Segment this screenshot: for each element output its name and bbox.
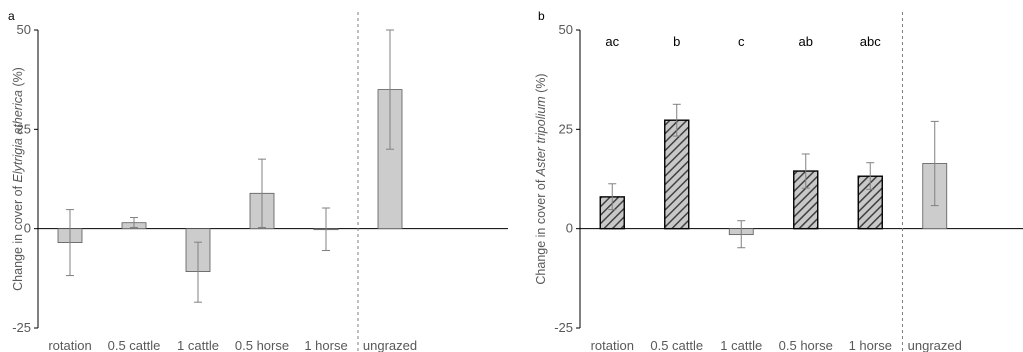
category-label: 0.5 cattle [108, 338, 161, 352]
y-tick-label: -25 [554, 320, 573, 335]
category-label: 1 horse [849, 338, 892, 352]
panel-label: b [538, 9, 545, 23]
significance-letter: abc [860, 34, 881, 49]
panel-b: b -25 0 25 50 rotation ac 0.5 cattle b 1 cattle c 0… [534, 9, 1023, 352]
significance-letter: c [738, 34, 745, 49]
y-axis-label-suffix: (%) [534, 73, 548, 96]
bar [664, 119, 690, 230]
y-tick-label: 50 [17, 22, 31, 37]
y-tick-label: -25 [12, 320, 31, 335]
category-label: ungrazed [908, 338, 962, 352]
y-axis-label-species: Aster tripolium [534, 96, 548, 177]
category-label: 1 horse [304, 338, 347, 352]
y-tick-label: 0 [24, 221, 31, 236]
category-label: rotation [591, 338, 634, 352]
y-tick-label: 25 [559, 121, 573, 136]
y-axis-label-suffix: (%) [11, 67, 25, 90]
y-axis-label: Change in cover of Aster tripolium (%) [534, 73, 548, 284]
category-label: 1 cattle [720, 338, 762, 352]
y-axis-label-prefix: Change in cover of [534, 176, 548, 284]
category-label: ungrazed [363, 338, 417, 352]
y-axis-label-species: Elytrigia atherica [11, 90, 25, 182]
y-tick-label: 25 [17, 121, 31, 136]
category-label: rotation [48, 338, 91, 352]
y-tick-label: 50 [559, 22, 573, 37]
category-label: 0.5 cattle [650, 338, 703, 352]
y-tick-label: 0 [566, 221, 573, 236]
significance-letter: ab [799, 34, 813, 49]
y-axis-label: Change in cover of Elytrigia atherica (%… [11, 67, 25, 291]
category-label: 0.5 horse [779, 338, 833, 352]
panel-a: a -25 0 25 50 rotation 0.5 cattle 1 cattle 0.5 h… [8, 9, 508, 352]
category-label: 1 cattle [177, 338, 219, 352]
significance-letter: b [673, 34, 680, 49]
y-axis-label-prefix: Change in cover of [11, 182, 25, 290]
significance-letter: ac [605, 34, 619, 49]
panel-label: a [8, 9, 15, 23]
category-label: 0.5 horse [235, 338, 289, 352]
